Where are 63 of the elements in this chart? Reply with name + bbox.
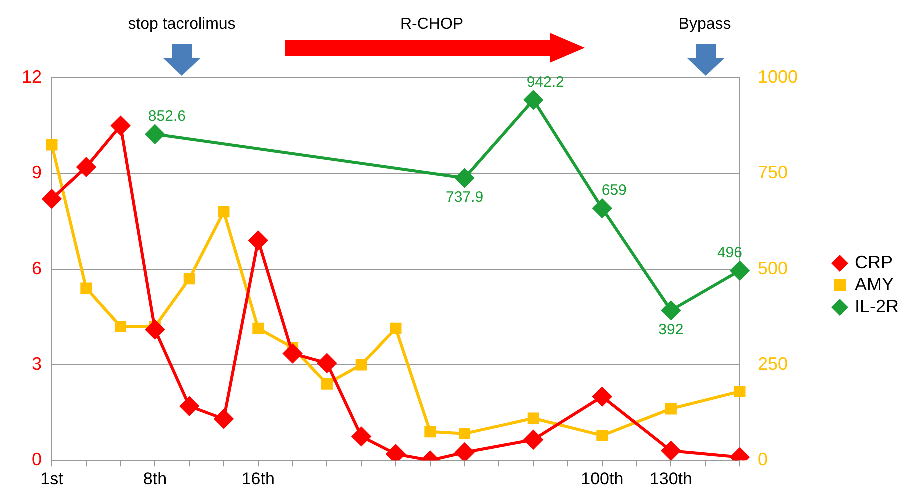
point [248,231,268,250]
y-tick-label: 3 [32,354,42,374]
legend-label: IL-2R [854,296,899,316]
x-tick-label: 1st [40,469,64,488]
data-label: 659 [602,182,627,200]
point [283,344,302,364]
point [180,396,200,416]
text: R-CHOP [400,16,464,34]
point [115,320,127,332]
x-tick-label: 16th [242,469,275,488]
point [352,427,372,446]
data-label: 392 [658,321,684,338]
point [455,443,474,461]
point [528,412,540,424]
point [46,139,58,151]
x-tick-label: 100th [581,469,624,488]
y2-tick-label: 500 [758,258,788,278]
point [734,386,746,398]
point [184,273,196,285]
point [524,90,544,110]
y2-tick-label: 750 [758,162,788,183]
y-tick-label: 6 [32,258,42,278]
x-tick-label: 130th [650,469,692,488]
legend-label: AMY [854,274,894,294]
point [386,444,406,461]
point [318,354,337,373]
point [252,322,264,334]
point [146,320,165,340]
data-label: 852.6 [148,108,186,126]
y-tick-label: 0 [32,450,42,470]
point [459,428,471,440]
point [80,282,92,294]
point [390,322,402,334]
point [596,430,608,442]
point [356,359,368,371]
text: stop tacrolimus [128,16,236,34]
point [424,426,436,438]
point [665,403,677,415]
point [146,124,165,144]
point [730,261,750,280]
point [214,410,234,429]
point [662,301,681,320]
y-tick-label: 9 [32,162,42,183]
data-label: 737.9 [446,188,484,206]
point [111,116,130,136]
x-tick-label: 8th [143,469,168,488]
point [42,190,62,209]
data-label: 942.2 [526,74,564,91]
legend-label: CRP [854,252,893,272]
point [524,430,544,450]
text: Bypass [678,16,732,34]
point [592,387,612,406]
point [662,442,681,461]
point [455,168,474,188]
point [218,206,230,218]
data-label: 496 [717,244,742,262]
y2-tick-label: 0 [758,450,768,470]
point [76,158,96,177]
y-tick-label: 12 [22,66,42,87]
y2-tick-label: 250 [758,354,788,374]
point [592,198,612,218]
y2-tick-label: 1000 [758,66,798,87]
point [321,378,333,390]
